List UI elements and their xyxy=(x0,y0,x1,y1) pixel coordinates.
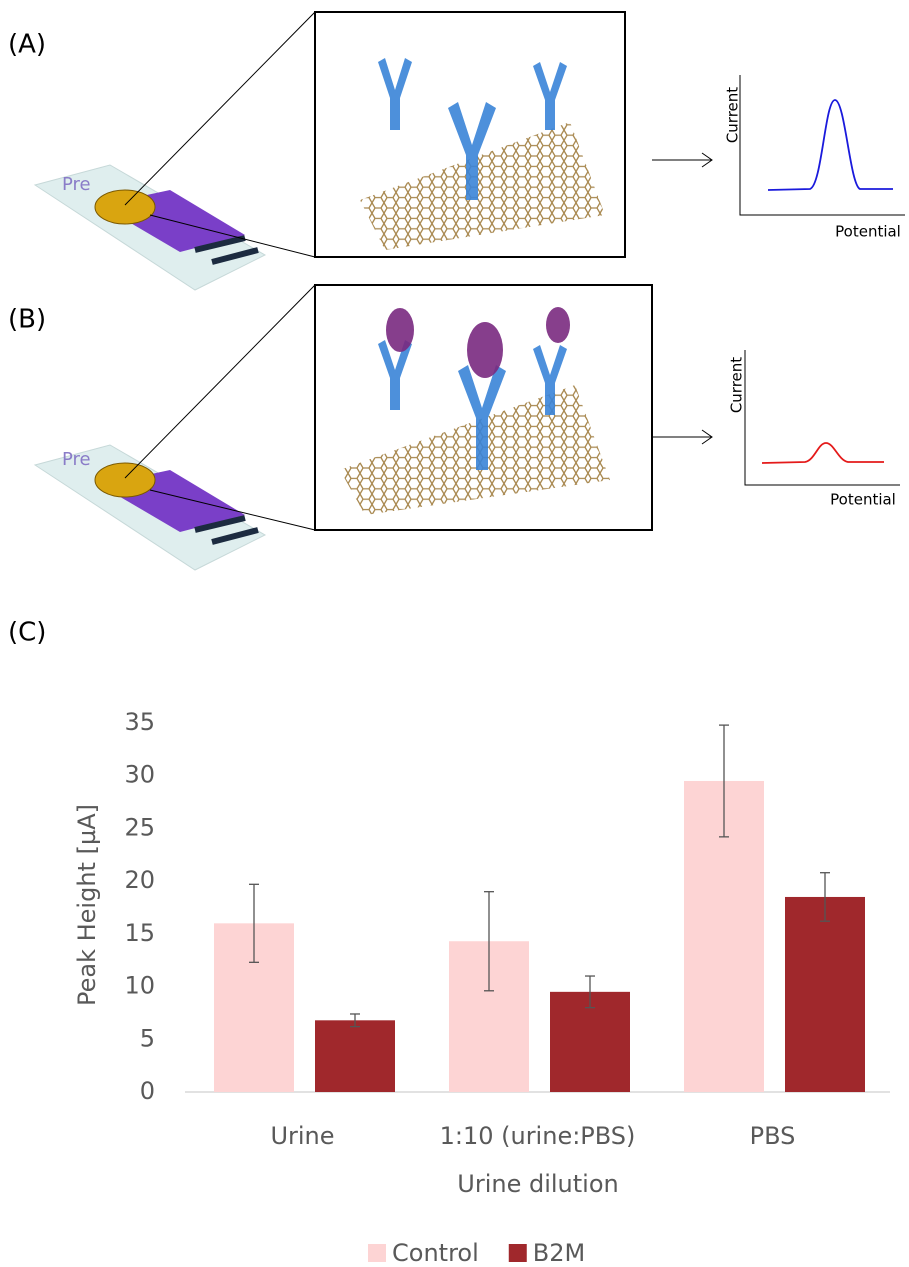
y-tick-label: 15 xyxy=(124,919,155,947)
y-tick-label: 0 xyxy=(140,1077,155,1105)
panel-b: (B) Pre Current Potential xyxy=(8,285,900,570)
y-tick-label: 25 xyxy=(124,813,155,841)
electrode-disc xyxy=(95,190,155,224)
signal-curve xyxy=(768,100,893,190)
y-tick-label: 20 xyxy=(124,866,155,894)
y-tick-label: 30 xyxy=(124,761,155,789)
plot-y-label: Current xyxy=(728,357,746,413)
x-tick-label: Urine xyxy=(270,1122,334,1150)
x-tick-label: PBS xyxy=(750,1122,796,1150)
figure: (A) Pre Current Potential (B) Pre Curren… xyxy=(0,0,909,1267)
bar xyxy=(785,897,865,1092)
plot-y-label: Current xyxy=(724,87,742,143)
panel-label: (A) xyxy=(8,30,46,60)
strip-text: Pre xyxy=(62,449,91,470)
y-tick-label: 35 xyxy=(124,708,155,736)
legend-swatch xyxy=(368,1244,386,1262)
legend-swatch xyxy=(509,1244,527,1262)
panel-label: (B) xyxy=(8,305,46,335)
legend-label: B2M xyxy=(533,1239,585,1267)
y-tick-label: 5 xyxy=(140,1024,155,1052)
page: (A) Pre Current Potential (B) Pre Curren… xyxy=(0,0,909,1267)
signal-curve xyxy=(762,443,884,463)
panel-a: (A) Pre Current Potential xyxy=(8,12,905,290)
plot-axes xyxy=(745,350,900,485)
panel-label: (C) xyxy=(8,618,46,648)
strip-text: Pre xyxy=(62,174,91,195)
plot-x-label: Potential xyxy=(830,491,896,509)
plot-x-label: Potential xyxy=(835,223,901,241)
y-axis-title: Peak Height [µA] xyxy=(73,804,101,1006)
bar xyxy=(315,1020,395,1092)
legend-label: Control xyxy=(392,1239,479,1267)
x-axis-title: Urine dilution xyxy=(457,1170,618,1198)
x-tick-label: 1:10 (urine:PBS) xyxy=(440,1122,636,1150)
y-tick-label: 10 xyxy=(124,972,155,1000)
electrode-disc xyxy=(95,463,155,497)
